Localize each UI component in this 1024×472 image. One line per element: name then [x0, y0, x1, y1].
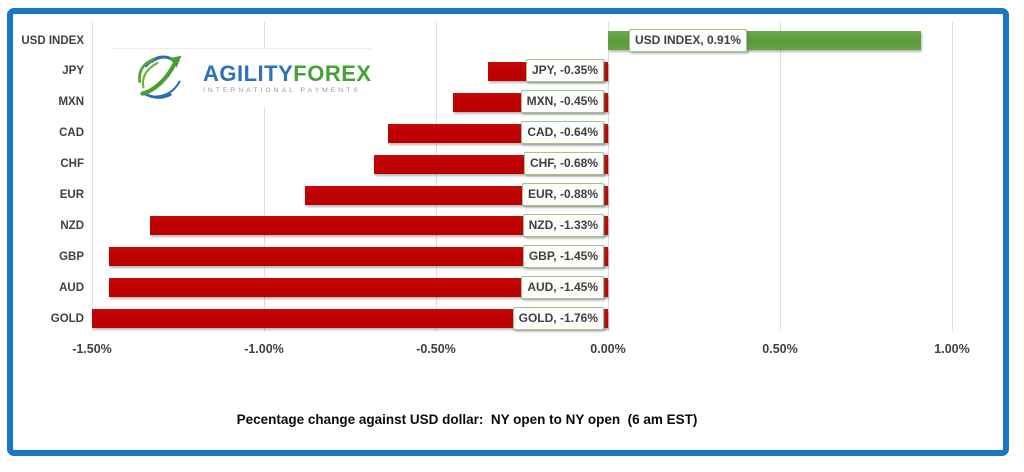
brand-name: AGILITYFOREX [203, 60, 372, 86]
brand-agility: AGILITY [203, 60, 294, 86]
gridline [436, 22, 437, 331]
x-axis: -1.50% -1.00% -0.50% 0.00% 0.50% 1.00% [72, 342, 970, 360]
category-axis: USD INDEX JPY MXN CAD CHF EUR NZD GBP AUD GOLD [10, 22, 84, 331]
x-tick-label: 0.50% [762, 342, 798, 356]
gridline [608, 22, 609, 331]
bar-gold [92, 309, 608, 328]
data-label-gbp: GBP, -1.45% [522, 245, 604, 268]
bar-nzd [150, 216, 608, 235]
category-label-jpy: JPY [62, 65, 84, 77]
data-label-nzd: NZD, -1.33% [522, 214, 604, 237]
category-label-usd-index: USD INDEX [21, 35, 84, 47]
x-tick-label: -0.50% [416, 342, 456, 356]
x-tick-label: -1.50% [72, 342, 112, 356]
x-tick-label: 1.00% [934, 342, 970, 356]
x-tick-label: 0.00% [590, 342, 626, 356]
gridline [264, 22, 265, 331]
data-label-chf: CHF, -0.68% [523, 152, 604, 175]
gridline [92, 22, 93, 331]
chart-caption: Pecentage change against USD dollar: NY … [236, 412, 698, 427]
category-label-gold: GOLD [50, 313, 84, 325]
plot-area: USD INDEX, 0.91% JPY, -0.35% MXN, -0.45% CA… [92, 22, 953, 331]
category-label-cad: CAD [59, 127, 84, 139]
data-label-cad: CAD, -0.64% [521, 121, 604, 144]
brand-forex: FOREX [293, 60, 372, 86]
data-label-usd-index: USD INDEX, 0.91% [629, 29, 748, 52]
brand-tagline: INTERNATIONAL PAYMENTS [203, 86, 361, 94]
data-label-jpy: JPY, -0.35% [525, 59, 604, 82]
gridline [952, 22, 953, 331]
category-label-mxn: MXN [58, 96, 84, 108]
bar-aud [109, 278, 608, 297]
data-label-mxn: MXN, -0.45% [520, 90, 604, 113]
category-label-gbp: GBP [59, 251, 84, 263]
globe-arrow-icon [133, 50, 189, 107]
gridline [780, 22, 781, 331]
data-label-aud: AUD, -1.45% [521, 276, 604, 299]
category-label-eur: EUR [59, 189, 84, 201]
category-label-aud: AUD [59, 282, 84, 294]
x-tick-label: -1.00% [244, 342, 284, 356]
category-label-chf: CHF [60, 158, 84, 170]
data-label-eur: EUR, -0.88% [521, 183, 604, 206]
category-label-nzd: NZD [60, 220, 84, 232]
data-label-gold: GOLD, -1.76% [512, 307, 604, 330]
bar-gbp [109, 247, 608, 266]
agilityforex-logo: AGILITYFOREX INTERNATIONAL PAYMENTS [113, 48, 371, 107]
